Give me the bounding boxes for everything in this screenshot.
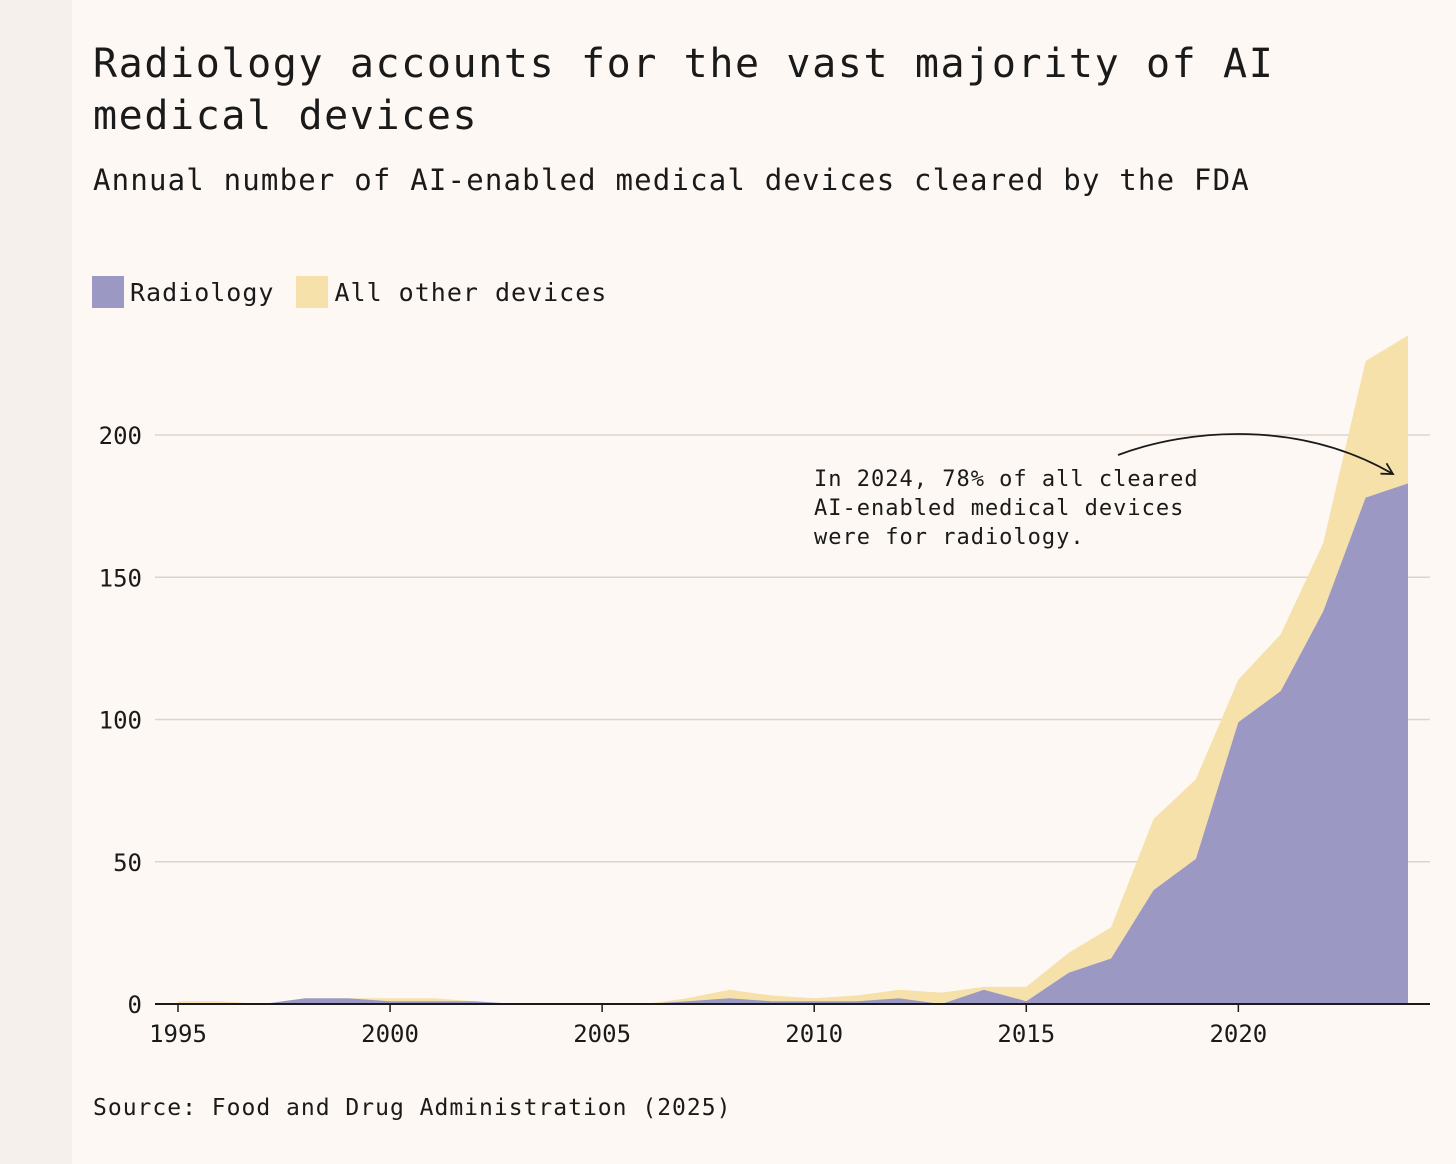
y-tick-label-200: 200 <box>99 422 142 450</box>
x-tick-label-2005: 2005 <box>573 1020 631 1048</box>
y-tick-label-50: 50 <box>113 849 142 877</box>
y-tick-label-100: 100 <box>99 707 142 735</box>
legend-label-radiology: Radiology <box>130 277 275 307</box>
x-tick-label-1995: 1995 <box>149 1020 207 1048</box>
legend-swatch-other <box>296 276 329 308</box>
x-tick-label-2020: 2020 <box>1209 1020 1267 1048</box>
y-tick-label-0: 0 <box>128 991 142 1019</box>
x-tick-label-2010: 2010 <box>785 1020 843 1048</box>
legend-item-other: All other devices <box>296 276 607 308</box>
chart-subtitle: Annual number of AI-enabled medical devi… <box>93 163 1250 197</box>
annotation-arrow <box>1117 433 1395 475</box>
legend: Radiology All other devices <box>92 276 629 308</box>
area-series-radiology <box>178 483 1408 1004</box>
y-tick-label-150: 150 <box>99 564 142 592</box>
source-note: Source: Food and Drug Administration (20… <box>93 1095 732 1121</box>
chart-title: Radiology accounts for the vast majority… <box>93 41 1275 139</box>
annotation-line-3: were for radiology. <box>814 525 1085 550</box>
x-tick-label-2000: 2000 <box>361 1020 419 1048</box>
legend-swatch-radiology <box>92 276 124 308</box>
annotation-line-2: AI-enabled medical devices <box>814 496 1184 521</box>
x-tick-label-2015: 2015 <box>997 1020 1055 1048</box>
legend-item-radiology: Radiology <box>92 276 274 308</box>
legend-label-other: All other devices <box>334 277 608 307</box>
annotation-line-1: In 2024, 78% of all cleared <box>814 467 1199 492</box>
